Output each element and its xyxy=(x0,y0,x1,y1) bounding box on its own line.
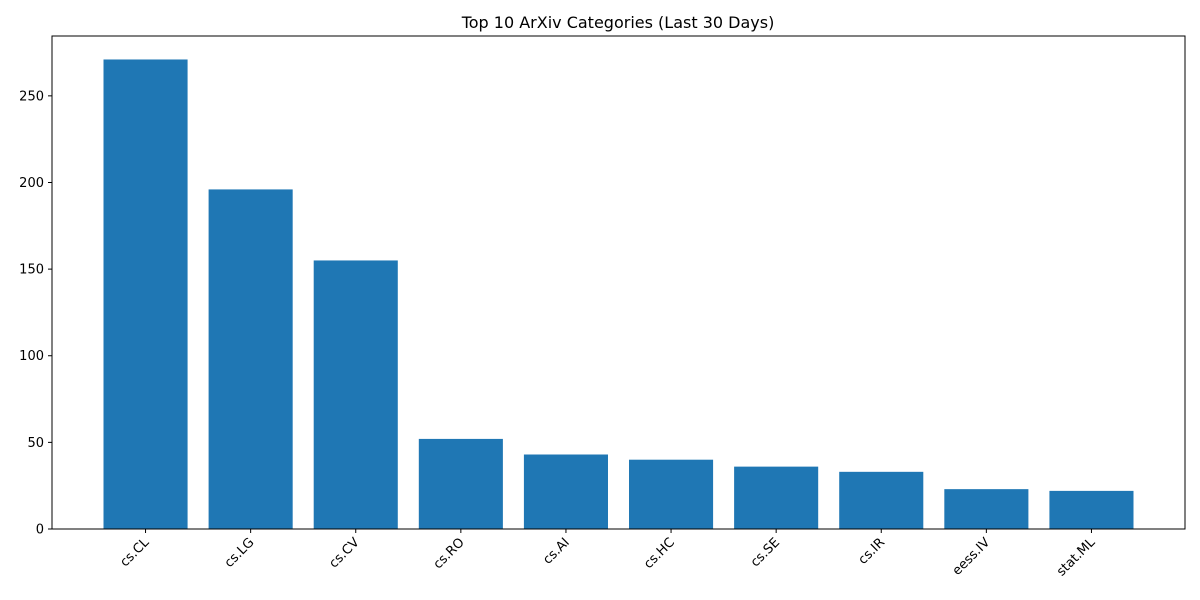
y-tick-label: 0 xyxy=(36,523,44,538)
x-tick-label: cs.AI xyxy=(540,535,572,567)
bar-cs-ai xyxy=(523,454,608,529)
bar-cs-se xyxy=(734,466,819,529)
plot-frame xyxy=(51,35,1186,530)
bar-cs-hc xyxy=(629,459,714,529)
bar-cs-lg xyxy=(208,189,293,529)
x-tick-label: cs.CL xyxy=(117,535,152,570)
bar-cs-ro xyxy=(418,438,503,529)
y-tick-label: 250 xyxy=(19,89,44,104)
bar-eess-iv xyxy=(944,489,1029,529)
x-tick-label: cs.IR xyxy=(856,535,888,567)
y-tick-label: 150 xyxy=(19,263,44,278)
x-tick-label: stat.ML xyxy=(1054,535,1099,580)
y-axis: 0 50 100 150 200 250 xyxy=(19,89,52,538)
bar-cs-cv xyxy=(313,260,398,529)
bars-layer xyxy=(103,59,1134,529)
chart-title: Top 10 ArXiv Categories (Last 30 Days) xyxy=(461,13,775,32)
x-tick-label: eess.IV xyxy=(950,535,993,578)
bar-stat-ml xyxy=(1049,490,1134,529)
bar-cs-ir xyxy=(839,471,924,529)
x-tick-label: cs.RO xyxy=(431,535,468,572)
x-axis: cs.CL cs.LG cs.CV cs.RO cs.AI cs.HC cs.SE cs.IR… xyxy=(117,529,1099,580)
x-tick-label: cs.SE xyxy=(748,535,783,570)
y-tick-label: 200 xyxy=(19,176,44,191)
x-tick-label: cs.HC xyxy=(641,535,678,572)
y-tick-label: 100 xyxy=(19,349,44,364)
bar-cs-cl xyxy=(103,59,188,529)
y-tick-label: 50 xyxy=(27,436,44,451)
x-tick-label: cs.CV xyxy=(326,535,362,571)
x-tick-label: cs.LG xyxy=(222,535,258,571)
